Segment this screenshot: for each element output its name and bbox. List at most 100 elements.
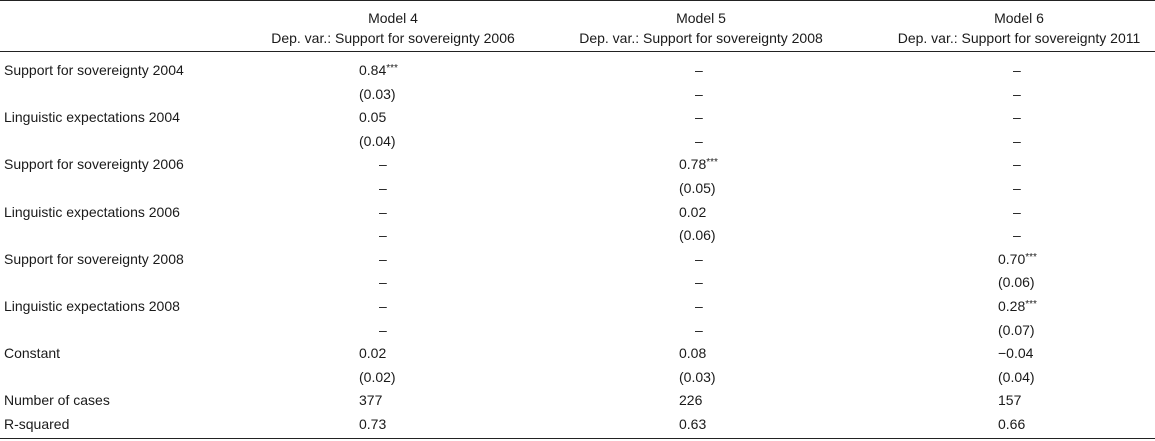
model-4-name: Model 4 [368,10,418,26]
table-cell-model-6: – [1013,130,1021,153]
cell-value: – [379,274,387,291]
cell-value: – [1013,203,1021,220]
table-cell-model-4: (0.02) [359,366,396,389]
cell-value: – [695,321,703,338]
cell-value: 377 [359,392,383,409]
model-6-name: Model 6 [994,10,1044,26]
cell-value: – [379,321,387,338]
table-cell-model-5: – [695,59,703,82]
cell-value: – [379,180,387,196]
table-cell-model-4: – [379,153,387,176]
table-row: Constant 0.02 0.08 −0.04 [0,342,1155,365]
significance-stars: *** [1025,251,1037,263]
table-cell-model-6: 0.70*** [998,248,1037,271]
table-cell-model-6: – [1013,59,1021,82]
table-row: – – (0.06) [0,271,1155,294]
cell-value: (0.07) [998,321,1035,338]
cell-value: – [695,109,703,126]
cell-value: – [695,62,703,78]
cell-value: – [1013,109,1021,126]
cell-value: – [379,227,387,244]
table-row: Support for sovereignty 2008 – – 0.70*** [0,248,1155,271]
table-cell-model-4: 0.84*** [359,59,398,82]
cell-value: – [1013,85,1021,102]
cell-value: – [1013,227,1021,244]
table-row: Linguistic expectations 2004 0.05 – – [0,106,1155,129]
table-row: Support for sovereignty 2006 – 0.78*** – [0,153,1155,176]
table-row: Support for sovereignty 2004 0.84*** – – [0,59,1155,82]
cell-value: – [1013,132,1021,149]
table-cell-model-6: (0.07) [998,319,1035,342]
table-cell-model-4: – [379,248,387,271]
cell-value: (0.06) [679,227,716,244]
top-rule [0,0,1155,1]
table-cell-model-4: (0.04) [359,130,396,153]
table-cell-model-4: – [379,201,387,224]
model-4-header: Model 4 Dep. var.: Support for sovereign… [248,8,538,48]
table-cell-model-5: – [695,248,703,271]
table-cell-model-4: – [379,224,387,247]
cell-value: – [1013,156,1021,173]
table-cell-model-5: – [695,106,703,129]
table-row: (0.03) – – [0,83,1155,106]
cell-value: (0.03) [679,368,716,385]
row-label: Number of cases [4,392,110,409]
cell-value: (0.05) [679,180,716,196]
table-row: Number of cases 377 226 157 [0,389,1155,412]
cell-value: 0.78 [679,156,707,173]
cell-value: – [1013,180,1021,196]
model-5-dep-var: Dep. var.: Support for sovereignty 2008 [579,30,823,46]
cell-value: – [695,250,703,267]
cell-value: 0.02 [679,203,707,220]
row-label: Support for sovereignty 2006 [4,156,184,173]
model-4-dep-var: Dep. var.: Support for sovereignty 2006 [271,30,515,46]
table-cell-model-6: – [1013,106,1021,129]
cell-value: (0.06) [998,274,1035,291]
header-rule [0,51,1155,52]
cell-value: 0.70 [998,250,1026,267]
table-cell-model-5: 0.63 [679,413,706,436]
cell-value: 0.02 [359,345,387,362]
cell-value: – [379,298,387,314]
cell-value: (0.02) [359,368,396,385]
row-label: Constant [4,345,61,362]
row-label: Linguistic expectations 2004 [4,109,180,126]
table-cell-model-4: 0.02 [359,342,386,365]
row-label: Linguistic expectations 2006 [4,203,180,220]
row-label: Linguistic expectations 2008 [4,298,180,314]
cell-value: 0.66 [998,416,1026,432]
table-cell-model-6: 157 [998,389,1021,412]
table-cell-model-5: – [695,130,703,153]
significance-stars: *** [706,157,718,169]
cell-value: – [695,132,703,149]
table-cell-model-6: −0.04 [998,342,1033,365]
model-6-header: Model 6 Dep. var.: Support for sovereign… [884,8,1154,48]
model-5-header: Model 5 Dep. var.: Support for sovereign… [566,8,836,48]
table-cell-model-6: (0.06) [998,271,1035,294]
table-row: – – (0.07) [0,319,1155,342]
table-cell-model-5: (0.06) [679,224,716,247]
table-cell-model-5: – [695,295,703,318]
table-cell-model-4: – [379,177,387,200]
table-cell-model-4: (0.03) [359,83,396,106]
table-cell-model-4: 377 [359,389,382,412]
cell-value: (0.04) [359,132,396,149]
cell-value: – [379,156,387,173]
table-cell-model-4: – [379,271,387,294]
table-row: (0.04) – – [0,130,1155,153]
table-cell-model-6: – [1013,177,1021,200]
table-cell-model-5: – [695,83,703,106]
table-row: R-squared 0.73 0.63 0.66 [0,413,1155,436]
cell-value: 157 [998,392,1022,409]
cell-value: 0.73 [359,416,387,432]
table-cell-model-6: – [1013,201,1021,224]
table-cell-model-4: – [379,319,387,342]
cell-value: 0.28 [998,298,1026,314]
cell-value: – [1013,62,1021,78]
cell-value: 0.08 [679,345,707,362]
cell-value: −0.04 [998,345,1034,362]
cell-value: 0.84 [359,62,387,78]
row-label: R-squared [4,416,70,432]
row-label: Support for sovereignty 2008 [4,250,184,267]
